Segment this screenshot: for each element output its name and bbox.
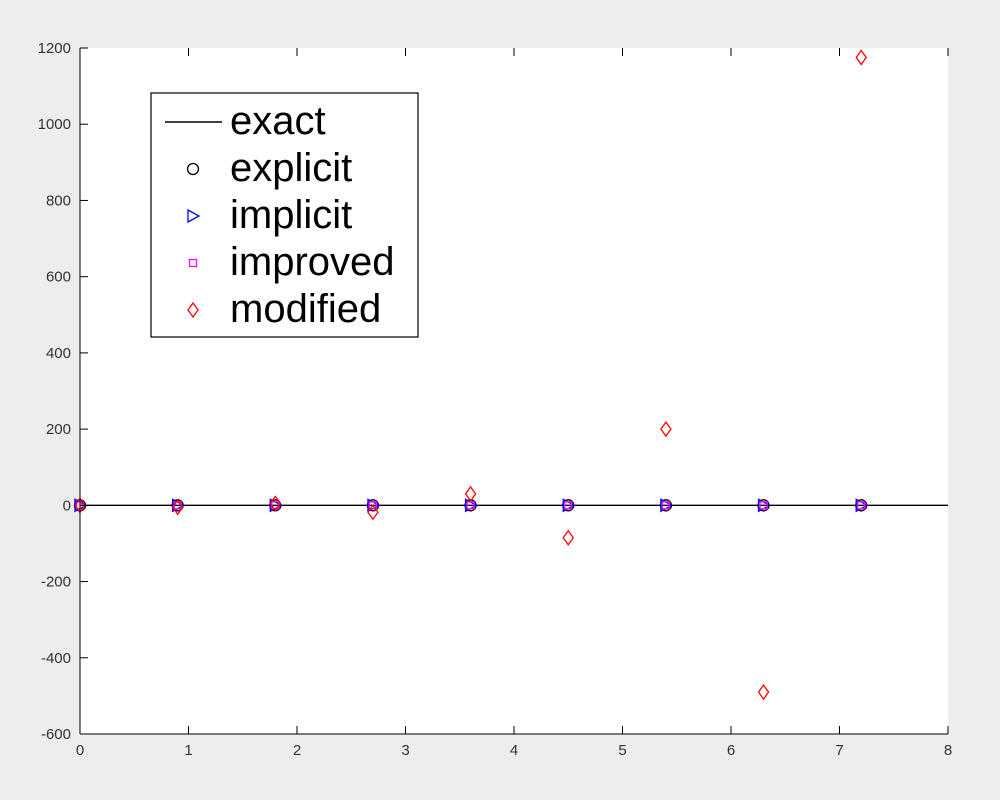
data-point-modified xyxy=(855,49,867,66)
legend-swatch-explicit xyxy=(186,162,200,176)
data-point-modified xyxy=(464,485,477,503)
x-tick-label: 3 xyxy=(401,742,409,759)
data-point-modified xyxy=(562,529,575,546)
series-layer xyxy=(73,49,948,701)
data-point-improved xyxy=(661,501,671,510)
x-tick-label: 4 xyxy=(510,742,518,759)
x-tick-label: 2 xyxy=(293,742,301,759)
data-point-modified xyxy=(757,683,770,701)
legend-swatch-implicit xyxy=(187,208,201,224)
data-point-modified xyxy=(660,420,672,438)
y-tick-label: 0 xyxy=(63,497,71,514)
x-tick-label: 5 xyxy=(618,742,626,759)
y-tick-label: -600 xyxy=(41,726,71,743)
x-tick-label: 7 xyxy=(835,742,843,759)
y-tick-label: 200 xyxy=(46,421,71,438)
data-point-improved xyxy=(564,501,573,510)
y-tick-label: 800 xyxy=(46,192,71,209)
y-tick-label: 600 xyxy=(46,269,71,286)
data-point-modified xyxy=(367,504,379,521)
ticks: 0 1 2 3 4 5 6 7 8 -600 -400 -200 0 200 400 600 800 1000 12… xyxy=(38,40,953,759)
legend-label-improved: improved xyxy=(230,240,395,284)
x-tick-label: 8 xyxy=(944,742,952,759)
y-tick-label: 1000 xyxy=(38,116,71,133)
legend-label-implicit: implicit xyxy=(230,193,352,237)
legend-swatch-modified xyxy=(187,301,199,319)
x-tick-label: 1 xyxy=(184,742,192,759)
y-tick-label: -400 xyxy=(41,650,71,667)
legend-label-modified: modified xyxy=(230,287,381,331)
series-modified xyxy=(74,49,867,701)
legend-label-exact: exact xyxy=(230,99,326,143)
x-tick-label: 0 xyxy=(76,742,84,759)
data-point-improved xyxy=(759,501,768,510)
legend-box xyxy=(150,92,419,338)
data-point-modified xyxy=(269,495,282,512)
y-tick-label: 1200 xyxy=(38,40,71,57)
data-point-improved xyxy=(857,501,866,510)
x-tick-label: 6 xyxy=(727,742,735,759)
y-tick-label: -200 xyxy=(41,574,71,591)
legend-label-explicit: explicit xyxy=(230,146,352,190)
y-tick-label: 400 xyxy=(46,345,71,362)
data-point-improved xyxy=(368,501,378,510)
legend-swatch-improved xyxy=(188,258,198,268)
data-point-modified xyxy=(171,499,184,516)
